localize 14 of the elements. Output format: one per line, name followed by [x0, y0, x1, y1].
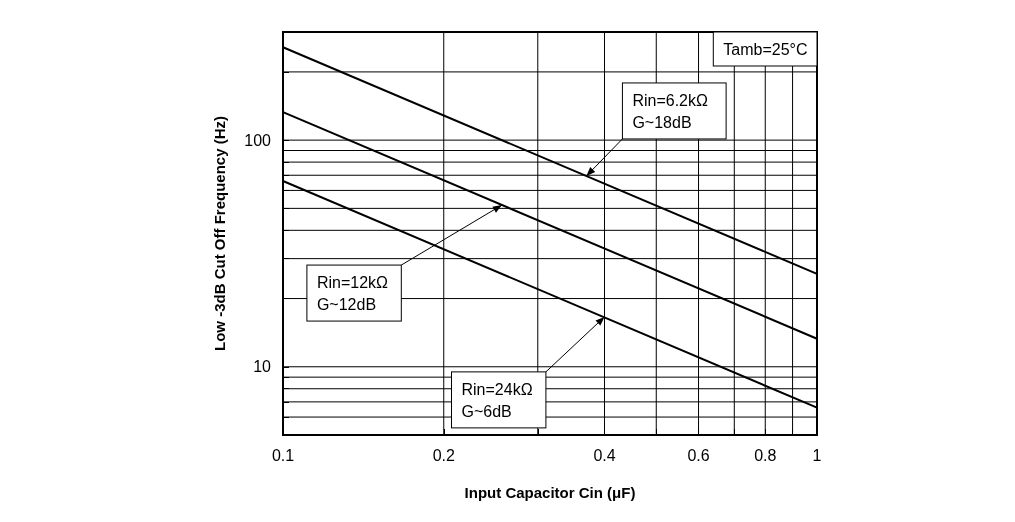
x-axis-title: Input Capacitor Cin (μF) [464, 484, 636, 501]
annotation: Rin=24kΩ G~6dB [461, 380, 533, 420]
x-tick-label: 0.6 [687, 446, 710, 464]
annotation: Tamb=25°C [723, 41, 808, 58]
y-tick-label: 100 [244, 131, 272, 149]
x-tick-label: 1 [812, 446, 822, 464]
x-tick-label: 0.2 [432, 446, 455, 464]
y-axis-title: Low -3dB Cut Off Frequency (Hz) [211, 116, 228, 351]
x-tick-label: 0.4 [593, 446, 616, 464]
x-tick-label: 0.1 [271, 446, 295, 464]
annotation: Rin=6.2kΩ G~18dB [632, 91, 709, 131]
y-tick-label: 10 [253, 358, 272, 376]
x-tick-label: 0.8 [754, 446, 777, 464]
annotation: Rin=12kΩ G~12dB [316, 274, 389, 314]
